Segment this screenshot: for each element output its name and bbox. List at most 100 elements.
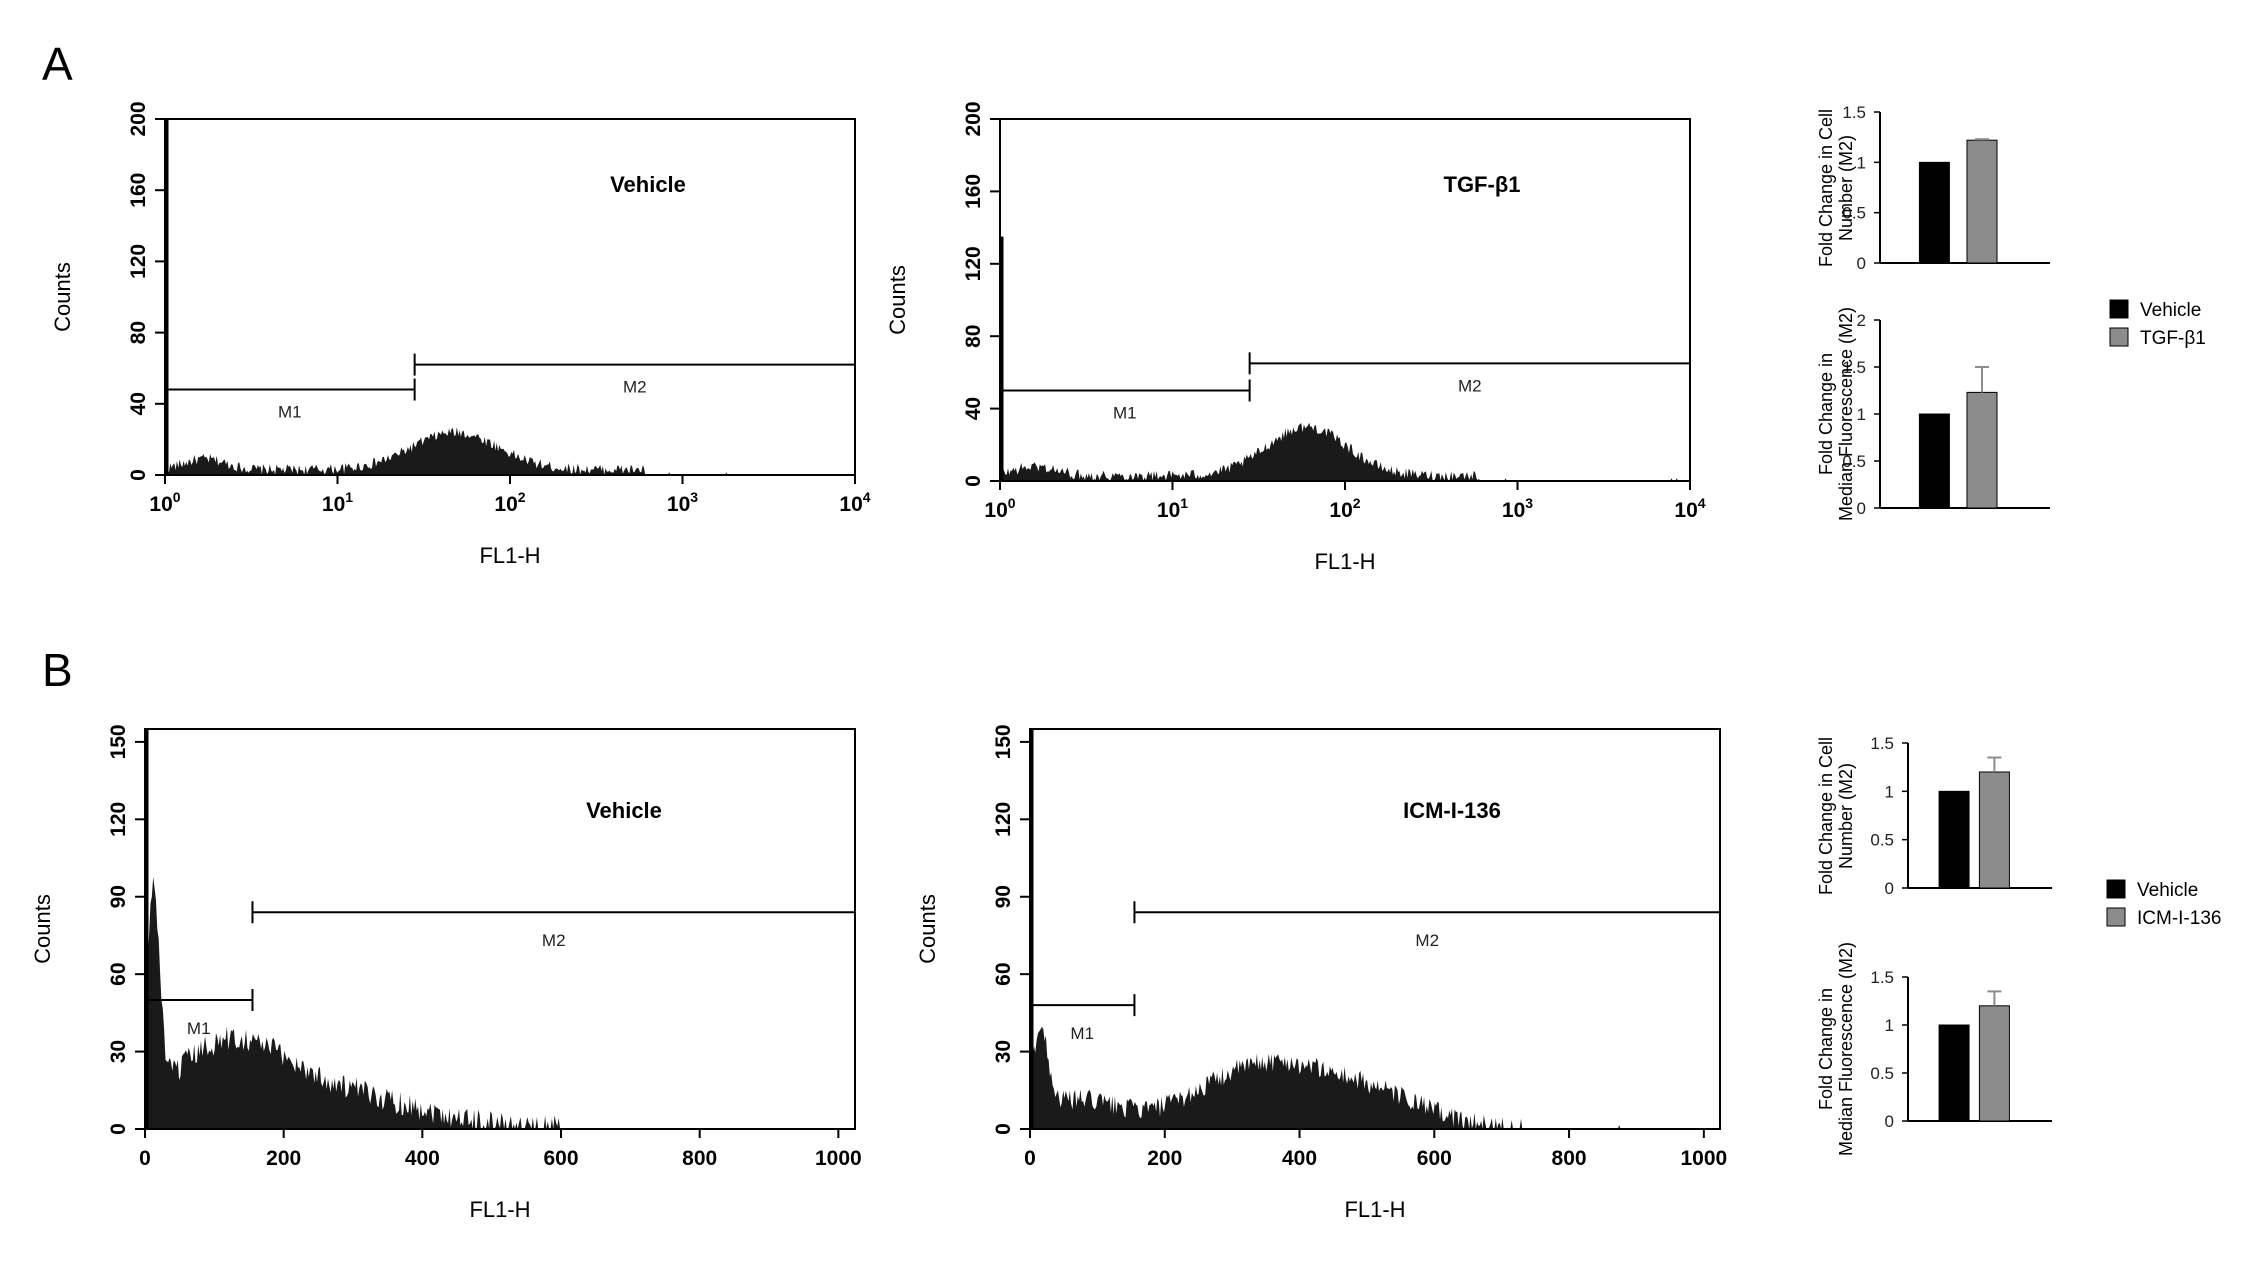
x-tick-base: 10 <box>322 493 345 516</box>
y-tick-label: 150 <box>992 724 1015 759</box>
bar-chart-b-cell: 0 0.5 1 1.5 Fold Change in CellNumber (M2) <box>1816 734 2052 898</box>
histogram-fill <box>165 427 855 475</box>
plot-frame <box>164 118 856 476</box>
y-tick-label: 1.5 <box>1842 103 1866 122</box>
gate-label-m1: M1 <box>1113 404 1137 423</box>
x-tick-base: 10 <box>494 493 517 516</box>
x-tick-label: 600 <box>543 1147 578 1170</box>
plot-frame <box>144 728 856 1130</box>
legend-label: Vehicle <box>2137 880 2198 901</box>
y-axis-label-line1: Fold Change in Cell <box>1816 109 1836 267</box>
x-tick-exponent: 1 <box>345 489 353 505</box>
x-tick-base: 10 <box>839 493 862 516</box>
x-tick-label: 101 <box>322 489 353 516</box>
legend-swatch <box>2106 879 2126 899</box>
y-axis-label-line2: Median Fluorescence (M2) <box>1836 942 1856 1156</box>
x-tick-label: 102 <box>494 489 525 516</box>
y-tick-label: 0 <box>127 469 150 481</box>
histogram-b2: 0 30 60 90 120 150 0 200 400 600 800 1000 FL1-H Count… <box>915 724 1727 1222</box>
x-tick-exponent: 4 <box>863 489 871 505</box>
y-tick-label: 0 <box>962 475 985 487</box>
y-tick-label: 0 <box>1857 254 1866 273</box>
x-tick-label: 100 <box>984 495 1015 522</box>
x-tick-base: 10 <box>1502 499 1525 522</box>
bar-vehicle <box>1918 161 1950 264</box>
y-tick-label: 1 <box>1857 405 1866 424</box>
panel-label-b: B <box>42 644 73 696</box>
y-axis-label-line1: Fold Change in Cell <box>1816 737 1836 895</box>
y-tick-label: 1.5 <box>1842 358 1866 377</box>
x-tick-label: 400 <box>1282 1147 1317 1170</box>
gate-label-m1: M1 <box>278 403 302 422</box>
y-tick-label: 120 <box>127 244 150 279</box>
bar-treated <box>1978 771 2010 889</box>
x-tick-exponent: 4 <box>1698 495 1706 511</box>
y-tick-label: 90 <box>107 885 130 908</box>
x-tick-base: 10 <box>984 499 1007 522</box>
x-tick-exponent: 3 <box>690 489 698 505</box>
y-tick-label: 0 <box>1885 1112 1894 1131</box>
legend-a: Vehicle TGF-β1 <box>2109 299 2206 349</box>
bar-treated <box>1978 1005 2010 1122</box>
gate-label-m2: M2 <box>1415 931 1439 950</box>
y-axis-label: Fold Change inMedian Fluorescence (M2) <box>1816 307 1856 521</box>
x-tick-label: 800 <box>682 1147 717 1170</box>
histogram-fill <box>1000 422 1690 481</box>
x-tick-label: 1000 <box>815 1147 862 1170</box>
y-axis-label-line2: Median Fluorescence (M2) <box>1836 307 1856 521</box>
legend-swatch <box>2109 299 2129 319</box>
y-axis-label-line2: Number (M2) <box>1836 135 1856 241</box>
y-tick-label: 0.5 <box>1870 831 1894 850</box>
legend-b: Vehicle ICM-I-136 <box>2106 879 2221 929</box>
y-tick-label: 1.5 <box>1870 734 1894 753</box>
condition-label: Vehicle <box>586 798 662 823</box>
x-axis-label: FL1-H <box>479 543 540 568</box>
y-tick-label: 30 <box>107 1040 130 1063</box>
panel-label-a: A <box>42 38 73 90</box>
bar-vehicle <box>1938 1024 1970 1122</box>
y-tick-label: 1 <box>1857 153 1866 172</box>
y-tick-label: 40 <box>962 397 985 420</box>
y-tick-label: 160 <box>962 174 985 209</box>
y-tick-label: 200 <box>127 101 150 136</box>
plot-frame <box>999 118 1691 482</box>
y-tick-label: 120 <box>107 802 130 837</box>
y-tick-label: 60 <box>107 962 130 985</box>
y-axis-label-line1: Fold Change in <box>1816 353 1836 475</box>
condition-label: Vehicle <box>610 172 686 197</box>
condition-label: ICM-I-136 <box>1403 798 1501 823</box>
bar-chart-b-fluor: 0 0.5 1 1.5 Fold Change inMedian Fluorescenc… <box>1816 942 2052 1156</box>
bar-treated <box>1966 139 1998 264</box>
y-tick-label: 0.5 <box>1842 452 1866 471</box>
y-tick-label: 1.5 <box>1870 968 1894 987</box>
y-tick-label: 30 <box>992 1040 1015 1063</box>
x-tick-label: 101 <box>1157 495 1188 522</box>
y-tick-label: 80 <box>127 321 150 344</box>
y-tick-label: 0 <box>992 1123 1015 1135</box>
x-tick-base: 10 <box>1329 499 1352 522</box>
y-tick-label: 0 <box>107 1123 130 1135</box>
y-axis-label: Fold Change inMedian Fluorescence (M2) <box>1816 942 1856 1156</box>
x-tick-label: 103 <box>667 489 698 516</box>
x-tick-label: 0 <box>139 1147 151 1170</box>
histogram-fill <box>145 876 855 1129</box>
y-tick-label: 40 <box>127 392 150 415</box>
y-axis-label: Fold Change in CellNumber (M2) <box>1816 737 1856 895</box>
gate-label-m2: M2 <box>623 378 647 397</box>
x-tick-label: 600 <box>1417 1147 1452 1170</box>
gate-label-m2: M2 <box>1458 376 1482 395</box>
x-tick-label: 0 <box>1024 1147 1036 1170</box>
x-axis-label: FL1-H <box>1344 1197 1405 1222</box>
x-tick-base: 10 <box>1674 499 1697 522</box>
plot-frame <box>1029 728 1721 1130</box>
y-tick-label: 0.5 <box>1842 204 1866 223</box>
gate-label-m2: M2 <box>542 931 566 950</box>
x-tick-base: 10 <box>149 493 172 516</box>
y-tick-label: 0 <box>1885 879 1894 898</box>
y-tick-label: 60 <box>992 962 1015 985</box>
legend-label: ICM-I-136 <box>2137 908 2221 929</box>
y-axis-label: Fold Change in CellNumber (M2) <box>1816 109 1856 267</box>
x-tick-exponent: 1 <box>1180 495 1188 511</box>
y-axis-label: Counts <box>50 262 75 332</box>
